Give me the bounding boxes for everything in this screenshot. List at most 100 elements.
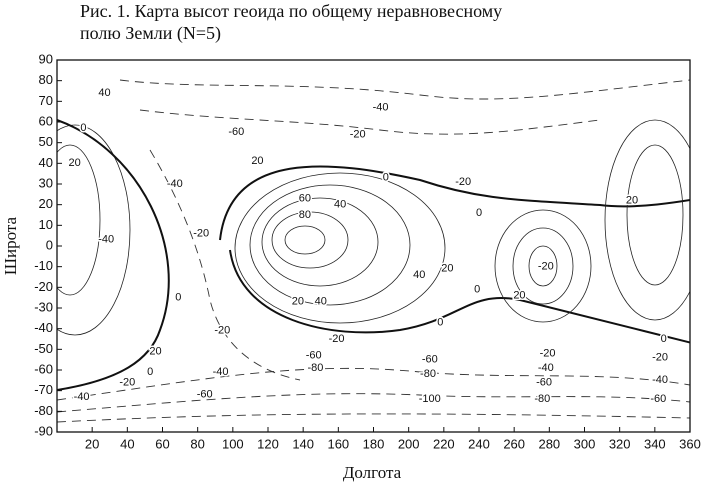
contour-line bbox=[626, 144, 684, 286]
contour-label: -60 bbox=[197, 389, 213, 401]
contour-label: -20 bbox=[455, 176, 471, 188]
contour-label: -40 bbox=[74, 391, 90, 403]
y-tick-label: -30 bbox=[34, 299, 53, 314]
contour-line bbox=[494, 209, 592, 323]
contour-label: -80 bbox=[308, 362, 324, 374]
chart-title-line: полю Земли (N=5) bbox=[80, 23, 221, 44]
contour-label: 0 bbox=[80, 122, 86, 134]
contour-zero bbox=[219, 165, 690, 241]
contour-label: -20 bbox=[119, 376, 135, 388]
contour-line bbox=[512, 227, 574, 305]
contour-label: -60 bbox=[536, 376, 552, 388]
contour-label: -80 bbox=[534, 393, 550, 405]
contour-label: 0 bbox=[383, 172, 389, 184]
contour-label: -60 bbox=[306, 349, 322, 361]
contour-label: 20 bbox=[626, 194, 638, 206]
contour-label: -20 bbox=[214, 325, 230, 337]
contour-label: 0 bbox=[147, 366, 153, 378]
contour-label: -60 bbox=[650, 393, 666, 405]
contour-line bbox=[261, 197, 379, 287]
x-tick-label: 120 bbox=[257, 436, 279, 451]
contour-label: 20 bbox=[292, 296, 304, 308]
contour-label: -20 bbox=[652, 352, 668, 364]
x-tick-label: 180 bbox=[363, 436, 385, 451]
axes-and-labels: 20 40 60 80 100 120 140 160 180 200 220 240 260 280 30… bbox=[34, 51, 701, 451]
contour-label: -20 bbox=[329, 333, 345, 345]
contour-label: 0 bbox=[474, 283, 480, 295]
contour-negative bbox=[149, 149, 301, 381]
y-tick-label: -20 bbox=[34, 279, 53, 294]
contour-line bbox=[234, 172, 446, 324]
contour-negative bbox=[57, 413, 690, 423]
contour-label: 40 bbox=[315, 296, 327, 308]
contour-label: 80 bbox=[299, 209, 311, 221]
contour-label: 20 bbox=[251, 155, 263, 167]
contour-negative bbox=[119, 79, 690, 100]
x-tick-label: 260 bbox=[503, 436, 525, 451]
x-tick-label: 360 bbox=[679, 436, 701, 451]
x-tick-label: 140 bbox=[292, 436, 314, 451]
contour-line bbox=[57, 124, 131, 336]
y-tick-label: -80 bbox=[34, 403, 53, 418]
y-tick-label: -70 bbox=[34, 382, 53, 397]
contour-label: -20 bbox=[350, 128, 366, 140]
contour-label: -20 bbox=[540, 347, 556, 359]
y-tick-label: 10 bbox=[39, 217, 53, 232]
x-tick-label: 320 bbox=[609, 436, 631, 451]
x-tick-label: 100 bbox=[222, 436, 244, 451]
x-axis-label: Долгота bbox=[343, 463, 402, 482]
contour-line bbox=[57, 144, 101, 296]
contour-label: -40 bbox=[652, 374, 668, 386]
contour-label: -100 bbox=[419, 393, 441, 405]
y-tick-label: 60 bbox=[39, 113, 53, 128]
x-tick-label: 160 bbox=[327, 436, 349, 451]
contour-negative bbox=[57, 393, 690, 413]
contour-label: -40 bbox=[213, 366, 229, 378]
contour-label: 0 bbox=[175, 292, 181, 304]
y-tick-label: -40 bbox=[34, 320, 53, 335]
y-tick-label: -50 bbox=[34, 341, 53, 356]
contour-label: -20 bbox=[193, 228, 209, 240]
y-tick-label: -90 bbox=[34, 423, 53, 438]
x-tick-label: 40 bbox=[120, 436, 134, 451]
contour-label: 20 bbox=[149, 345, 161, 357]
x-tick-label: 60 bbox=[155, 436, 169, 451]
contour-label: -40 bbox=[98, 234, 114, 246]
contour-label: 20 bbox=[513, 290, 525, 302]
y-tick-label: 20 bbox=[39, 196, 53, 211]
contour-negative bbox=[139, 109, 601, 135]
contour-label: -80 bbox=[420, 368, 436, 380]
contour-zero bbox=[229, 249, 690, 344]
contour-label: -60 bbox=[422, 354, 438, 366]
y-tick-label: 0 bbox=[46, 237, 53, 252]
x-tick-label: 80 bbox=[190, 436, 204, 451]
contour-label: 0 bbox=[661, 333, 667, 345]
contour-label: 0 bbox=[437, 316, 443, 328]
x-tick-label: 240 bbox=[468, 436, 490, 451]
y-axis-label: Широта bbox=[1, 216, 20, 275]
contour-label: 40 bbox=[413, 269, 425, 281]
contour-line bbox=[271, 211, 349, 269]
y-tick-label: -60 bbox=[34, 361, 53, 376]
x-tick-label: 200 bbox=[398, 436, 420, 451]
y-tick-label: 70 bbox=[39, 93, 53, 108]
contour-label: -20 bbox=[538, 261, 554, 273]
contour-label: 40 bbox=[98, 87, 110, 99]
contour-field bbox=[57, 79, 690, 423]
y-tick-label: 30 bbox=[39, 175, 53, 190]
chart-title-line: Рис. 1. Карта высот геоида по общему нер… bbox=[80, 1, 502, 21]
x-tick-label: 300 bbox=[574, 436, 596, 451]
contour-label: 20 bbox=[68, 157, 80, 169]
x-tick-label: 20 bbox=[85, 436, 99, 451]
y-tick-label: 40 bbox=[39, 155, 53, 170]
x-tick-label: 280 bbox=[538, 436, 560, 451]
contour-line bbox=[604, 119, 690, 321]
y-tick-label: 80 bbox=[39, 72, 53, 87]
y-tick-label: 90 bbox=[39, 51, 53, 66]
contour-line bbox=[249, 184, 411, 306]
contour-label: 20 bbox=[441, 263, 453, 275]
contour-label: -40 bbox=[167, 178, 183, 190]
contour-label: -40 bbox=[373, 101, 389, 113]
contour-label: 60 bbox=[299, 192, 311, 204]
